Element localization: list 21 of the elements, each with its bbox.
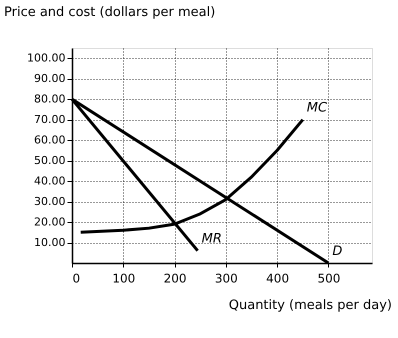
y-tick-label: 80.00 [34, 92, 66, 106]
y-axis-title: Price and cost (dollars per meal) [4, 5, 216, 20]
x-tick-label: 200 [164, 272, 187, 286]
y-tick-label: 10.00 [34, 236, 66, 250]
annotation: MC [306, 100, 328, 116]
y-tick-label: 20.00 [34, 216, 66, 229]
y-tick-label: 50.00 [34, 154, 66, 168]
x-tick-label: 400 [266, 272, 290, 286]
x-tick-label: 300 [214, 272, 238, 286]
annotation: MR [202, 232, 222, 247]
x-axis-title: Quantity (meals per day) [228, 298, 392, 313]
y-tick-label: 40.00 [34, 174, 66, 188]
y-tick-label: 60.00 [34, 134, 66, 147]
x-tick-label: 500 [317, 272, 340, 286]
y-tick-label: 100.00 [27, 52, 66, 65]
x-tick-label: 0 [72, 272, 80, 286]
y-tick-label: 70.00 [34, 113, 66, 126]
y-tick-label: 30.00 [34, 195, 66, 208]
x-tick-label: 100 [112, 272, 136, 286]
y-tick-label: 90.00 [34, 72, 66, 86]
annotation: D [332, 244, 342, 259]
